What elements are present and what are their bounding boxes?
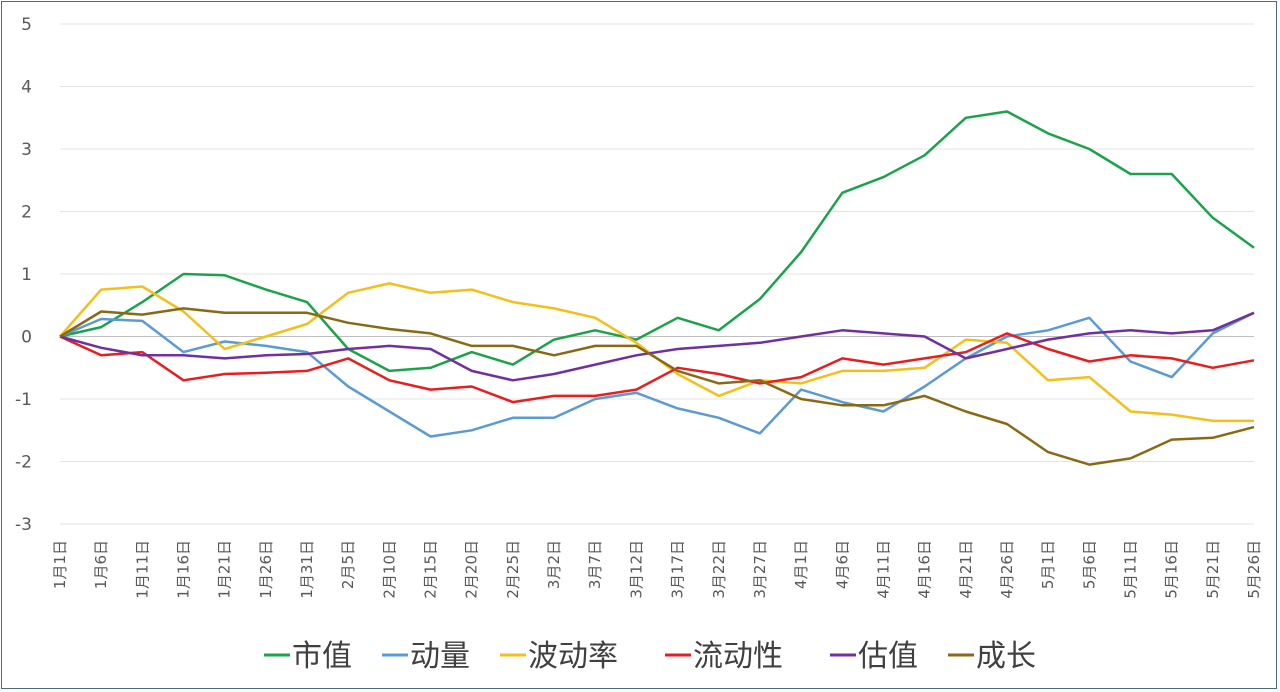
series-line [59,332,1255,404]
x-tick-label: 2月20日 [463,540,481,599]
series-line [59,311,1255,382]
x-tick-label: 1月21日 [216,540,234,599]
y-tick-label: 0 [21,328,32,348]
x-tick-label: 2月10日 [380,540,398,599]
y-tick-label: 1 [21,265,32,285]
x-tick-label: 5月26日 [1245,540,1263,599]
y-tick-label: -1 [15,390,32,410]
y-tick-label: 2 [21,203,32,223]
y-tick-label: 3 [21,140,32,160]
legend-label: 波动率 [528,639,618,674]
x-tick-label: 3月17日 [669,540,687,599]
legend-label: 成长 [976,639,1036,674]
x-tick-label: 4月16日 [916,540,934,599]
x-tick-label: 4月6日 [833,540,851,589]
x-tick-label: 5月6日 [1080,540,1098,589]
y-tick-label: 4 [21,78,32,98]
series-line [59,311,1255,438]
y-tick-label: -3 [15,515,32,535]
legend-label: 流动性 [693,639,783,674]
x-tick-label: 4月1日 [792,540,810,589]
x-axis-ticks: 1月1日 1月6日 1月11日 1月16日 1月21日 1月26日 1月31日 2月5日 2月1… [51,540,1263,599]
y-tick-label: -2 [15,453,32,473]
legend-label: 市值 [292,639,352,674]
x-tick-label: 3月22日 [710,540,728,599]
series-lines [59,110,1255,466]
series-line [59,110,1255,373]
x-tick-label: 5月1日 [1039,540,1057,589]
legend: 市值 动量 波动率 流动性 估值 成长 [264,639,1036,674]
x-tick-label: 3月12日 [627,540,645,599]
x-tick-label: 1月31日 [298,540,316,599]
y-axis-ticks: 5 4 3 2 1 0 -1 -2 -3 [15,15,32,535]
x-tick-label: 4月21日 [957,540,975,599]
x-tick-label: 1月16日 [175,540,193,599]
x-tick-label: 2月25日 [504,540,522,599]
x-tick-label: 1月1日 [51,540,69,589]
x-tick-label: 3月7日 [586,540,604,589]
legend-label: 估值 [858,639,918,674]
series-line [59,307,1255,466]
x-tick-label: 1月26日 [257,540,275,599]
x-tick-label: 2月15日 [422,540,440,599]
x-tick-label: 5月11日 [1121,540,1139,599]
gridlines [60,23,1254,525]
x-tick-label: 5月21日 [1204,540,1222,599]
x-tick-label: 3月2日 [545,540,563,589]
x-tick-label: 4月11日 [874,540,892,599]
x-tick-label: 5月16日 [1163,540,1181,599]
x-tick-label: 1月11日 [133,540,151,599]
x-tick-label: 2月5日 [339,540,357,589]
x-tick-label: 4月26日 [998,540,1016,599]
x-tick-label: 1月6日 [92,540,110,589]
y-tick-label: 5 [21,15,32,35]
legend-label: 动量 [410,639,470,674]
x-tick-label: 3月27日 [751,540,769,599]
